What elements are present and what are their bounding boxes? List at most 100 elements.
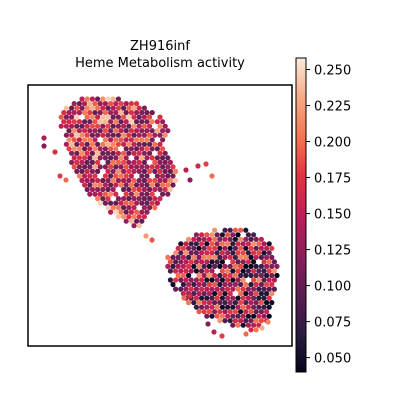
spot xyxy=(186,272,192,279)
colorbar-ticks: 0.050 0.075 0.100 0.125 0.150 0.175 0.200 0.225… xyxy=(306,64,351,367)
spot xyxy=(253,291,259,297)
spot xyxy=(225,250,231,256)
spot xyxy=(217,281,223,288)
spot xyxy=(173,168,179,174)
spot xyxy=(110,150,116,156)
spot xyxy=(186,300,192,306)
spot xyxy=(92,119,98,125)
spot xyxy=(108,110,114,116)
spot xyxy=(183,250,189,256)
chart-title-line1: ZH916inf xyxy=(130,39,190,54)
spot xyxy=(57,173,63,179)
spot xyxy=(188,250,194,256)
spot xyxy=(89,96,95,102)
spot xyxy=(136,168,142,174)
spot xyxy=(232,300,238,306)
spot xyxy=(144,128,150,134)
spot xyxy=(253,254,259,260)
spot xyxy=(225,286,231,292)
spot xyxy=(251,232,257,238)
spot xyxy=(136,114,142,120)
spot xyxy=(84,177,90,184)
spot xyxy=(201,300,207,306)
spot xyxy=(149,110,155,116)
spot xyxy=(149,191,155,197)
spot xyxy=(118,200,124,206)
spot xyxy=(183,286,189,292)
spot xyxy=(225,304,231,310)
spot xyxy=(212,291,218,297)
spot xyxy=(136,132,142,138)
spot xyxy=(204,286,210,292)
spot xyxy=(251,277,257,283)
spot xyxy=(89,114,95,120)
spot xyxy=(183,268,189,274)
spot xyxy=(123,110,129,116)
spot xyxy=(89,159,95,165)
spot xyxy=(95,159,101,165)
spot xyxy=(82,182,88,188)
spot xyxy=(157,186,163,193)
spot xyxy=(167,168,173,174)
spot xyxy=(115,114,121,120)
spot xyxy=(196,281,202,288)
spot xyxy=(248,272,254,279)
spot xyxy=(123,200,129,206)
spot xyxy=(227,300,233,306)
spot xyxy=(134,137,140,143)
spot xyxy=(105,114,111,120)
spot xyxy=(139,200,145,206)
spot xyxy=(131,177,137,184)
spot xyxy=(162,123,168,129)
spot xyxy=(123,155,129,161)
spot xyxy=(141,105,147,111)
spot xyxy=(149,164,155,170)
spot xyxy=(141,132,147,138)
spot xyxy=(240,295,246,301)
spot xyxy=(160,128,166,134)
spot xyxy=(191,263,197,269)
spot xyxy=(128,182,134,188)
spot xyxy=(110,177,116,184)
spot xyxy=(113,209,119,215)
spot xyxy=(121,214,127,220)
spot xyxy=(240,286,246,292)
spot xyxy=(191,291,197,297)
spot xyxy=(89,150,95,156)
spot xyxy=(196,254,202,260)
spot xyxy=(206,281,212,288)
spot xyxy=(100,186,106,193)
spot xyxy=(266,241,272,247)
spot xyxy=(230,268,236,274)
spot xyxy=(251,241,257,247)
spot xyxy=(253,300,259,306)
spot xyxy=(100,177,106,184)
spot xyxy=(118,173,124,179)
spot xyxy=(126,186,132,193)
spot xyxy=(165,128,171,134)
spot xyxy=(66,137,72,143)
spot xyxy=(126,214,132,220)
spot xyxy=(87,128,93,134)
spot xyxy=(95,186,101,193)
spot xyxy=(71,155,77,161)
spot xyxy=(76,119,82,125)
spot xyxy=(264,263,270,269)
spot xyxy=(167,159,173,165)
spot xyxy=(266,259,272,265)
spot xyxy=(141,214,147,220)
spot xyxy=(100,114,106,120)
spot xyxy=(183,259,189,265)
spot xyxy=(211,329,217,335)
spot xyxy=(167,186,173,193)
spot xyxy=(170,173,176,179)
spot xyxy=(214,241,220,247)
spot xyxy=(154,128,160,134)
spot xyxy=(201,272,207,279)
spot xyxy=(149,155,155,161)
spot xyxy=(245,232,251,238)
spot xyxy=(134,191,140,197)
spot xyxy=(144,209,150,215)
spot xyxy=(160,119,166,125)
spot xyxy=(71,110,77,116)
